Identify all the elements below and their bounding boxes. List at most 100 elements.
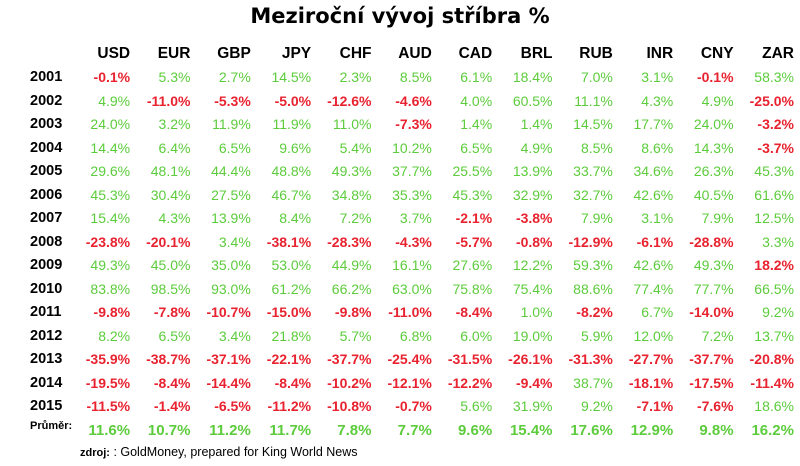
value-cell-jpy: 53.0% (271, 257, 312, 274)
value-cell-eur: 3.2% (158, 116, 191, 133)
value-cell-zar: -3.7% (757, 139, 794, 156)
value-cell-chf: 5.4% (339, 139, 372, 156)
value-cell-zar: 12.5% (754, 210, 794, 227)
value-cell-inr: 6.7% (641, 304, 674, 321)
value-cell-cad: -5.7% (455, 233, 493, 250)
value-cell-brl: 75.4% (512, 280, 553, 297)
value-cell-jpy: -11.2% (267, 398, 312, 415)
value-cell-zar: -20.8% (749, 351, 794, 368)
column-header-inr: INR (646, 44, 674, 62)
value-cell-jpy: 46.7% (271, 186, 312, 203)
value-cell-eur: 48.1% (150, 163, 191, 180)
value-cell-inr: 42.6% (633, 186, 674, 203)
value-cell-rub: 9.2% (580, 398, 613, 415)
value-cell-aud: 3.7% (399, 210, 432, 227)
value-cell-cad: -8.4% (455, 304, 493, 321)
value-cell-cad: -2.1% (455, 210, 493, 227)
value-cell-gbp: 3.4% (218, 233, 251, 250)
value-cell-gbp: 13.9% (211, 210, 251, 227)
value-cell-chf: 7.8% (337, 422, 372, 440)
column-header-cad: CAD (458, 44, 493, 62)
value-cell-rub: 14.5% (573, 116, 613, 133)
value-cell-cny: 24.0% (693, 116, 734, 133)
value-cell-cny: 4.9% (701, 92, 734, 109)
year-label: 2014 (30, 374, 63, 391)
value-cell-gbp: 11.9% (212, 116, 251, 133)
column-header-jpy: JPY (281, 44, 312, 62)
value-cell-rub: 32.7% (573, 186, 613, 203)
value-cell-zar: 13.7% (754, 327, 794, 344)
year-row-2009: 2009 49.3% 45.0% 35.0% 53.0% 44.9% 16.1% 27.6% 1… (30, 254, 800, 278)
value-cell-aud: -4.3% (395, 233, 432, 250)
value-cell-usd: -23.8% (85, 233, 131, 250)
value-cell-jpy: -38.1% (266, 233, 312, 250)
value-cell-inr: 42.6% (633, 257, 674, 274)
column-header-usd: USD (97, 44, 131, 62)
value-cell-gbp: 27.5% (211, 186, 251, 203)
value-cell-cny: -37.7% (689, 351, 734, 368)
value-cell-aud: 7.7% (397, 422, 432, 440)
value-cell-brl: 4.9% (520, 139, 553, 156)
value-cell-zar: -11.4% (750, 374, 794, 391)
value-cell-inr: 4.3% (641, 92, 674, 109)
source-text: : GoldMoney, prepared for King World New… (113, 445, 358, 459)
value-cell-rub: 7.9% (580, 210, 613, 227)
value-cell-inr: -6.1% (636, 233, 674, 250)
value-cell-gbp: 6.5% (218, 139, 251, 156)
value-cell-cad: 25.5% (452, 163, 493, 180)
value-cell-cad: 9.6% (457, 422, 493, 440)
year-row-2014: 2014 -19.5% -8.4% -14.4% -8.4% -10.2% -12.1% -1… (30, 371, 800, 395)
year-row-2010: 2010 83.8% 98.5% 93.0% 61.2% 66.2% 63.0% 75.8% 7… (30, 277, 800, 301)
value-cell-inr: 12.0% (633, 327, 674, 344)
value-cell-usd: -9.8% (93, 304, 131, 321)
value-cell-usd: 14.4% (90, 139, 131, 156)
value-cell-chf: -10.2% (327, 374, 372, 391)
value-cell-rub: 38.7% (573, 374, 613, 391)
year-label: 2008 (30, 233, 63, 250)
year-row-2011: 2011 -9.8% -7.8% -10.7% -15.0% -9.8% -11.0% -8.… (30, 301, 800, 325)
value-cell-eur: 4.3% (158, 210, 191, 227)
value-cell-eur: 10.7% (147, 422, 191, 440)
value-cell-chf: 11.0% (332, 116, 372, 133)
value-cell-cny: 49.3% (693, 257, 734, 274)
year-label: 2011 (30, 304, 62, 321)
value-cell-rub: 33.7% (573, 163, 613, 180)
year-label: 2007 (30, 210, 63, 227)
value-cell-chf: 34.8% (331, 186, 372, 203)
value-cell-chf: 49.3% (331, 163, 372, 180)
value-cell-eur: 6.5% (158, 327, 191, 344)
year-label: 2010 (30, 280, 63, 297)
value-cell-jpy: 9.6% (279, 139, 312, 156)
value-cell-chf: 5.7% (339, 327, 372, 344)
value-cell-cad: 6.5% (460, 139, 493, 156)
value-cell-inr: -7.1% (636, 398, 674, 415)
value-cell-rub: -12.9% (568, 233, 613, 250)
value-cell-cad: 75.8% (452, 280, 493, 297)
value-cell-inr: 17.7% (633, 116, 674, 133)
corner-cell (30, 42, 76, 66)
value-cell-usd: -35.9% (85, 351, 131, 368)
year-label: 2013 (30, 351, 63, 368)
value-cell-cny: -14.0% (689, 304, 734, 321)
year-label: 2006 (30, 186, 63, 203)
value-cell-inr: 34.6% (633, 163, 674, 180)
value-cell-zar: -25.0% (749, 92, 794, 109)
value-cell-aud: 35.3% (392, 186, 432, 203)
column-header-gbp: GBP (217, 44, 251, 62)
value-cell-cad: 6.1% (460, 69, 493, 86)
column-header-aud: AUD (398, 44, 432, 62)
year-label: 2005 (30, 163, 63, 180)
value-cell-brl: 1.4% (520, 116, 553, 133)
value-cell-chf: -37.7% (327, 351, 372, 368)
column-header-brl: BRL (520, 44, 553, 62)
value-cell-brl: 31.9% (512, 398, 553, 415)
value-cell-inr: 8.6% (641, 139, 674, 156)
value-cell-jpy: -8.4% (274, 374, 312, 391)
year-label: 2001 (30, 69, 63, 86)
value-cell-brl: -26.1% (508, 351, 553, 368)
value-cell-jpy: 21.8% (271, 327, 312, 344)
value-cell-zar: 18.2% (754, 257, 794, 274)
value-cell-brl: 18.4% (512, 69, 553, 86)
value-cell-eur: -20.1% (146, 233, 191, 250)
value-cell-zar: 45.3% (754, 163, 794, 180)
